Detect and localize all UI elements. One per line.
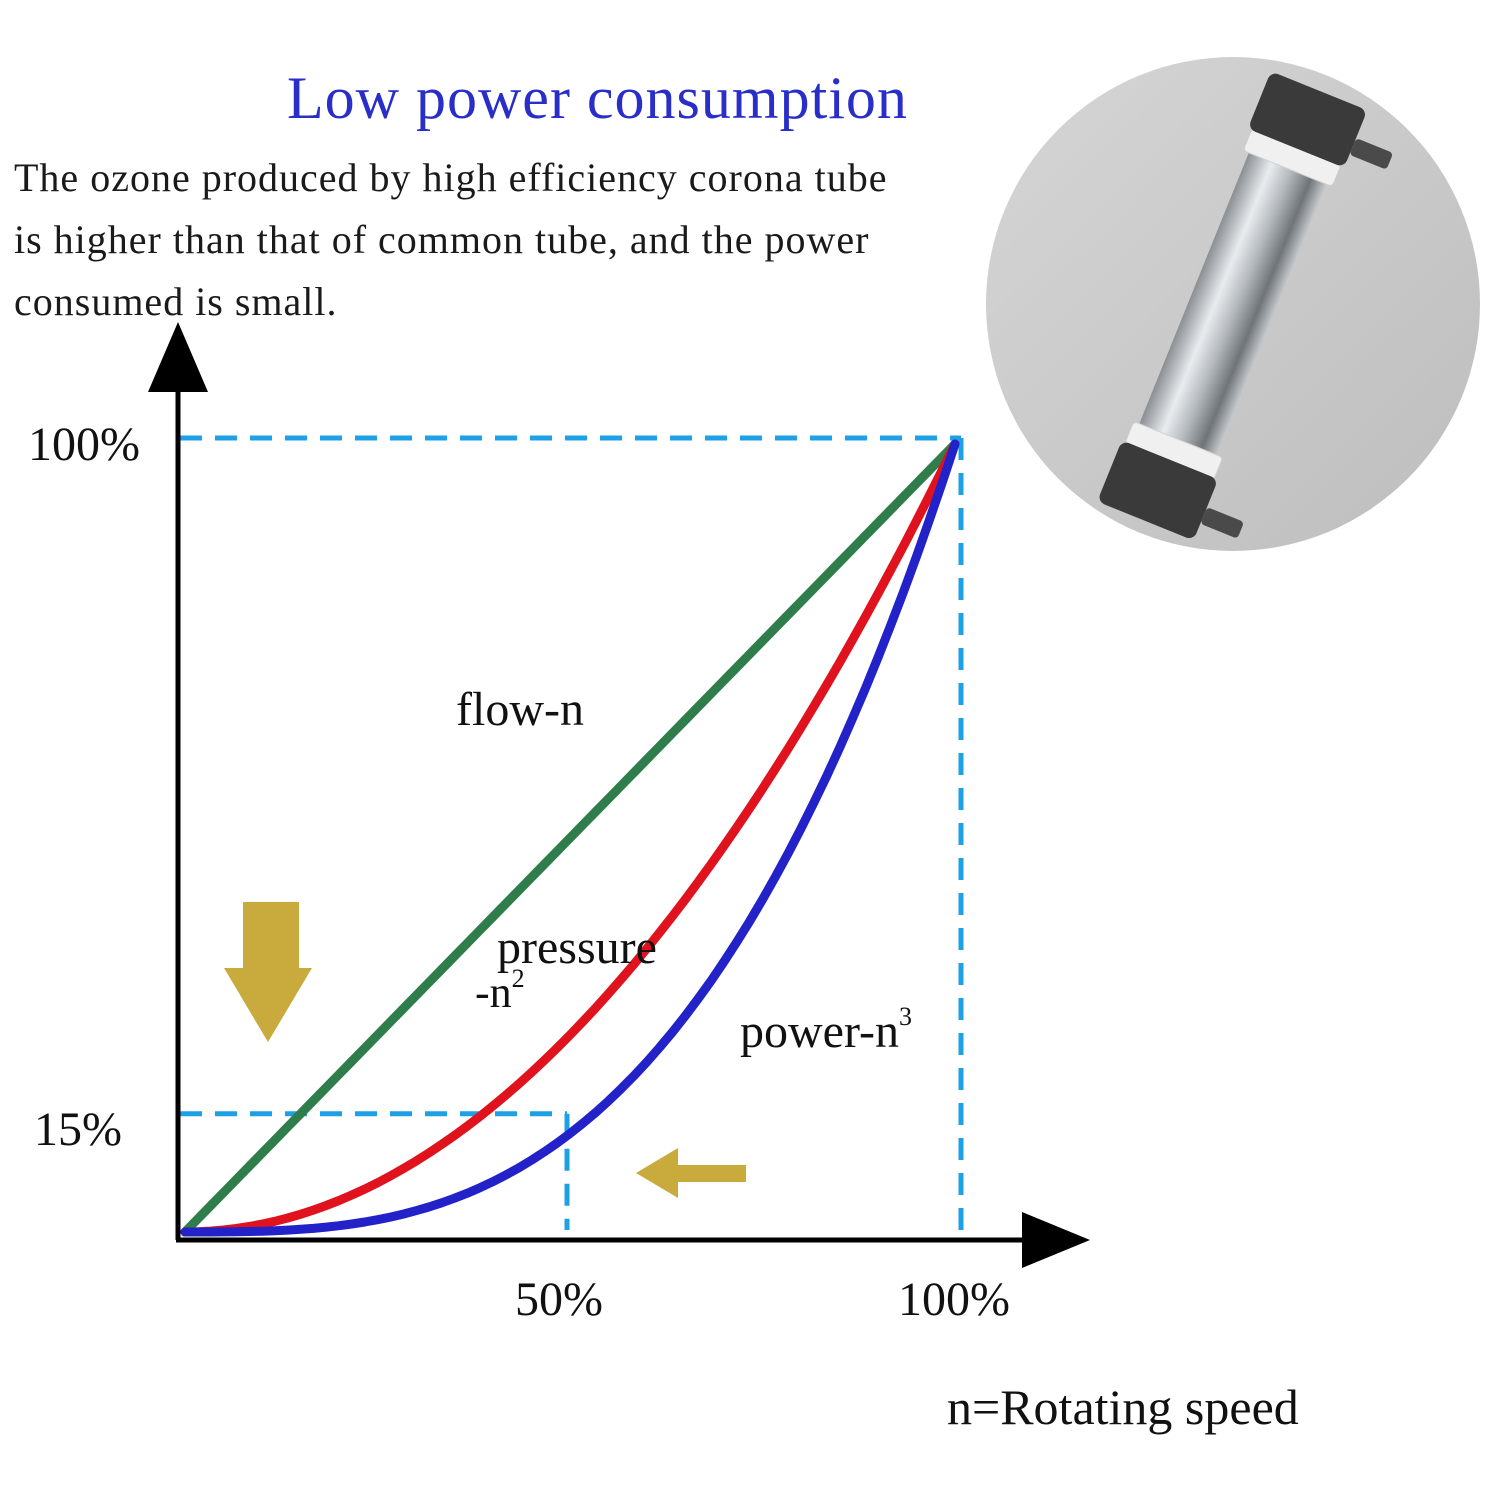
corona-tube-image — [986, 57, 1480, 551]
series-line-1 — [180, 439, 960, 1237]
y-tick-label-15: 15% — [34, 1103, 122, 1156]
pressure-label-exponent: 2 — [512, 964, 525, 993]
x-tick-label-100: 100% — [898, 1273, 1010, 1326]
series-label-flow: flow-n — [456, 683, 584, 736]
series-labels: flow-n pressure -n2 power-n3 — [456, 683, 912, 1058]
x-axis-arrowhead — [1022, 1212, 1090, 1268]
series-line-3 — [180, 439, 960, 1237]
y-axis-arrowhead — [148, 322, 208, 392]
left-arrow-icon — [636, 1148, 746, 1198]
corona-tube-photo — [986, 57, 1480, 551]
tick-labels: 100% 15% 50% 100% — [28, 418, 1010, 1326]
indicator-arrows — [224, 902, 746, 1198]
axes — [148, 322, 1090, 1268]
power-label-main: power-n — [740, 1005, 899, 1058]
series-label-pressure: pressure — [497, 921, 657, 974]
description-line-1: The ozone produced by high efficiency co… — [14, 155, 888, 200]
pressure-label-n: -n — [475, 968, 512, 1017]
x-tick-label-50: 50% — [515, 1273, 603, 1326]
down-arrow-icon — [224, 902, 312, 1042]
curves — [180, 439, 960, 1237]
description-line-2: is higher than that of common tube, and … — [14, 217, 870, 262]
series-label-pressure-sub: -n2 — [475, 964, 525, 1017]
x-axis-caption: n=Rotating speed — [947, 1379, 1299, 1435]
description: The ozone produced by high efficiency co… — [14, 147, 994, 333]
description-line-3: consumed is small. — [14, 279, 338, 324]
y-tick-label-100: 100% — [28, 418, 140, 471]
page-heading: Low power consumption — [287, 65, 908, 131]
power-label-exponent: 3 — [899, 1002, 912, 1031]
series-label-power: power-n3 — [740, 1002, 912, 1058]
series-line-2 — [180, 439, 960, 1237]
